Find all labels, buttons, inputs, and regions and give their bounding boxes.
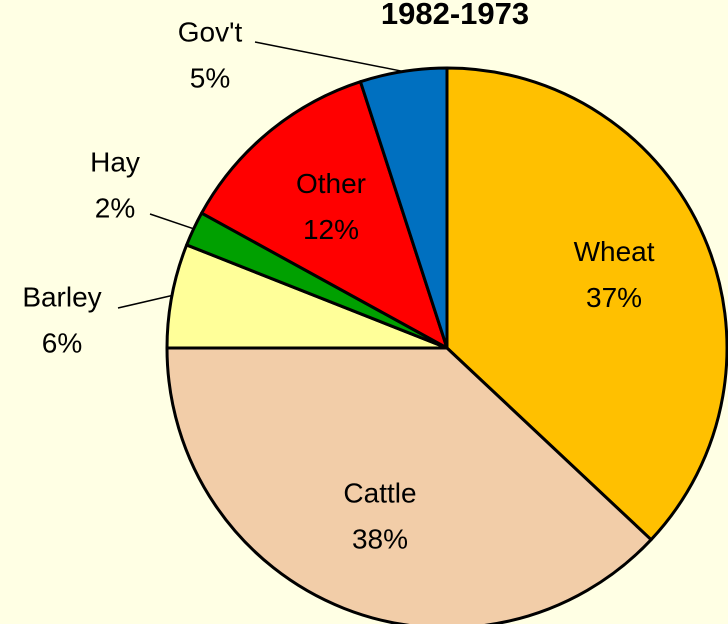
value-label: 5% [190, 62, 230, 93]
value-label: 38% [352, 524, 408, 555]
value-label: 6% [42, 327, 82, 358]
leader-line [254, 41, 404, 73]
pie-slice [200, 80, 449, 350]
slice-label: Hay [90, 146, 140, 177]
value-label: 2% [95, 192, 135, 223]
slice-label: Gov't [178, 16, 243, 47]
slice-label: Barley [22, 281, 101, 312]
value-label: 37% [586, 282, 642, 313]
slice-label: Cattle [343, 478, 416, 509]
chart-title: 1982-1973 [381, 0, 529, 31]
leader-line [149, 213, 194, 230]
pie-slice [358, 66, 449, 350]
slice-label: Other [296, 168, 366, 199]
slice-label: Wheat [574, 236, 655, 267]
value-label: 12% [303, 214, 359, 245]
pie-slice [165, 346, 653, 624]
pie-slice [445, 66, 728, 542]
leader-line [117, 294, 173, 309]
